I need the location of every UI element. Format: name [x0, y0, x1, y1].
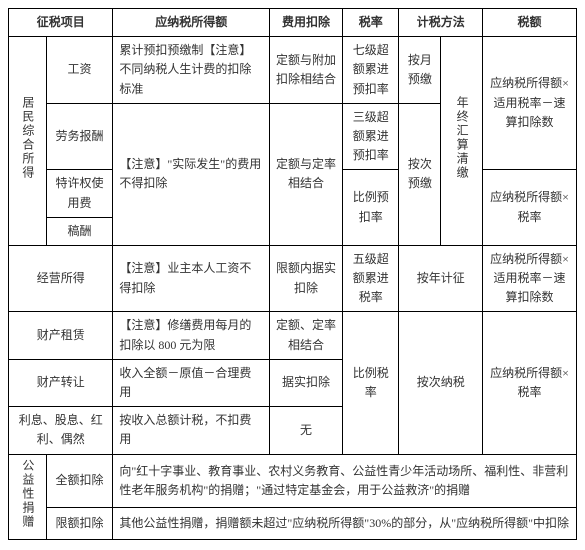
wage-label: 工资 — [46, 37, 113, 104]
wage-base: 累计预扣预缴制【注意】不同纳税人生计费的扣除标准 — [113, 37, 270, 104]
row-charity-full: 公益性捐赠 全额扣除 向"红十字事业、教育事业、农村义务教育、公益性青少年活动场… — [9, 454, 577, 507]
interest-label: 利息、股息、红利、偶然 — [9, 407, 113, 454]
row-charity-limit: 限额扣除 其他公益性捐赠，捐赠额未超过"应纳税所得额"30%的部分，从"应纳税所… — [9, 507, 577, 539]
business-rate: 五级超额累进税率 — [343, 245, 399, 312]
h-base: 应纳税所得额 — [113, 9, 270, 37]
rental-base: 【注意】修缮费用每月的扣除以 800 元为限 — [113, 312, 270, 359]
transfer-deduct: 据实扣除 — [270, 359, 343, 406]
h-deduct: 费用扣除 — [270, 9, 343, 37]
royalty-label: 特许权使用费 — [46, 170, 113, 217]
transfer-label: 财产转让 — [9, 359, 113, 406]
full-deduct-label: 全额扣除 — [46, 454, 113, 507]
note-actual: 【注意】"实际发生"的费用不得扣除 — [113, 103, 270, 245]
interest-base: 按收入总额计税，不扣费用 — [113, 407, 270, 454]
fixed-rate: 定额与定率相结合 — [270, 103, 343, 245]
per-time-tax: 按次纳税 — [399, 312, 483, 454]
row-wage: 居民综合所得 工资 累计预扣预缴制【注意】不同纳税人生计费的扣除标准 定额与附加… — [9, 37, 577, 104]
wage-deduct: 定额与附加扣除相结合 — [270, 37, 343, 104]
annual-settle: 年终汇算清缴 — [441, 37, 483, 246]
rental-deduct: 定额、定率相结合 — [270, 312, 343, 359]
ratio-rate-2: 比例税率 — [343, 312, 399, 454]
charity-group: 公益性捐赠 — [9, 454, 47, 539]
business-method: 按年计征 — [399, 245, 483, 312]
manuscript-label: 稿酬 — [46, 217, 113, 245]
rental-label: 财产租赁 — [9, 312, 113, 359]
tax-formula-2: 应纳税所得额×税率 — [482, 170, 576, 246]
h-item: 征税项目 — [9, 9, 113, 37]
row-rental: 财产租赁 【注意】修缮费用每月的扣除以 800 元为限 定额、定率相结合 比例税… — [9, 312, 577, 359]
labor-label: 劳务报酬 — [46, 103, 113, 170]
resident-group: 居民综合所得 — [9, 37, 47, 246]
limit-deduct-label: 限额扣除 — [46, 507, 113, 539]
tax-formula-3: 应纳税所得额×税率 — [482, 312, 576, 454]
full-deduct-text: 向"红十字事业、教育事业、农村义务教育、公益性青少年活动场所、福利性、非营利性老… — [113, 454, 577, 507]
labor-rate: 三级超额累进预扣率 — [343, 103, 399, 170]
row-business: 经营所得 【注意】业主本人工资不得扣除 限额内据实扣除 五级超额累进税率 按年计… — [9, 245, 577, 312]
h-rate: 税率 — [343, 9, 399, 37]
tax-table: 征税项目 应纳税所得额 费用扣除 税率 计税方法 税额 居民综合所得 工资 累计… — [8, 8, 577, 540]
limit-deduct-text: 其他公益性捐赠，捐赠额未超过"应纳税所得额"30%的部分，从"应纳税所得额"中扣… — [113, 507, 577, 539]
ratio-rate: 比例预扣率 — [343, 170, 399, 246]
business-label: 经营所得 — [9, 245, 113, 312]
business-tax: 应纳税所得额×适用税率－速算扣除数 — [482, 245, 576, 312]
business-deduct: 限额内据实扣除 — [270, 245, 343, 312]
business-base: 【注意】业主本人工资不得扣除 — [113, 245, 270, 312]
h-tax: 税额 — [482, 9, 576, 37]
per-time: 按次预缴 — [399, 103, 441, 245]
wage-method: 按月预缴 — [399, 37, 441, 104]
header-row: 征税项目 应纳税所得额 费用扣除 税率 计税方法 税额 — [9, 9, 577, 37]
h-method: 计税方法 — [399, 9, 483, 37]
tax-formula-1: 应纳税所得额×适用税率－速算扣除数 — [482, 37, 576, 170]
transfer-base: 收入全额－原值－合理费用 — [113, 359, 270, 406]
wage-rate: 七级超额累进预扣率 — [343, 37, 399, 104]
interest-deduct: 无 — [270, 407, 343, 454]
